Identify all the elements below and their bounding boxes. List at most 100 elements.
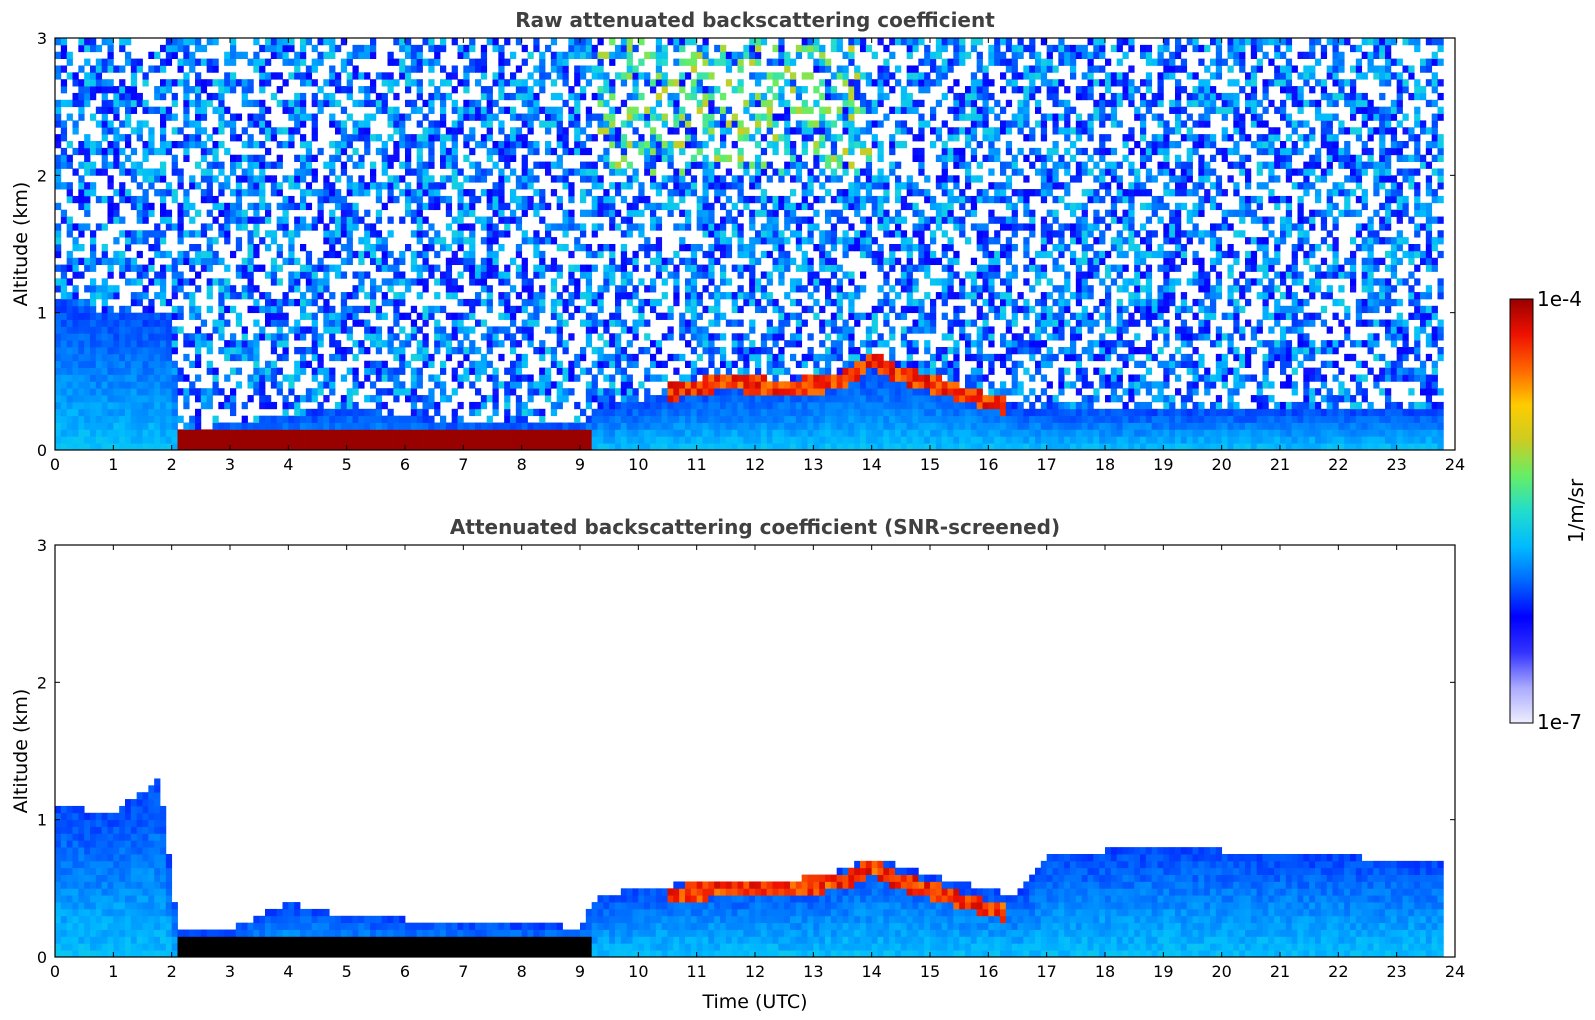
heatmap-cell [72, 223, 79, 231]
heatmap-cell [615, 415, 622, 423]
heatmap-cell [743, 422, 750, 430]
heatmap-cell [119, 264, 126, 272]
heatmap-cell [760, 92, 768, 101]
heatmap-cell [585, 65, 593, 73]
heatmap-cell [95, 326, 103, 334]
heatmap-cell [842, 401, 849, 410]
heatmap-cell [825, 250, 832, 259]
heatmap-cell [253, 216, 260, 224]
heatmap-cell [329, 195, 336, 204]
heatmap-cell [830, 72, 838, 80]
heatmap-cell [568, 360, 575, 368]
heatmap-cell [305, 189, 313, 197]
heatmap-cell [795, 44, 803, 53]
heatmap-cell [323, 429, 330, 437]
heatmap-cell [130, 326, 138, 334]
heatmap-cell [154, 353, 161, 362]
heatmap-cell [556, 443, 563, 450]
heatmap-cell [708, 168, 715, 176]
heatmap-cell [580, 271, 587, 279]
heatmap-cell [305, 79, 313, 87]
heatmap-cell [521, 326, 528, 334]
heatmap-cell [615, 436, 622, 444]
heatmap-cell [638, 147, 645, 156]
heatmap-cell [148, 182, 155, 190]
heatmap-cell [218, 429, 225, 437]
heatmap-cell [323, 237, 330, 245]
heatmap-cell [183, 401, 190, 410]
heatmap-cell [451, 319, 458, 327]
heatmap-cell [72, 319, 79, 327]
heatmap-cell [241, 401, 248, 410]
heatmap-cell [416, 292, 423, 300]
heatmap-cell [160, 65, 167, 73]
heatmap-cell [556, 312, 563, 320]
heatmap-cell [562, 175, 569, 183]
heatmap-cell [300, 298, 307, 307]
heatmap-cell [212, 374, 219, 382]
heatmap-cell [90, 285, 97, 293]
heatmap-cell [323, 223, 330, 231]
heatmap-cell [486, 326, 493, 334]
heatmap-cell [790, 216, 797, 224]
heatmap-cell [550, 257, 558, 265]
heatmap-cell [480, 401, 488, 410]
heatmap-cell [340, 415, 348, 423]
heatmap-cell [527, 298, 534, 307]
heatmap-cell [772, 223, 779, 231]
heatmap-cell [340, 408, 348, 417]
heatmap-cell [772, 120, 779, 128]
heatmap-cell [183, 92, 190, 101]
heatmap-cell [755, 388, 762, 396]
heatmap-cell [825, 86, 832, 94]
heatmap-cell [836, 381, 843, 389]
heatmap-cell [78, 106, 85, 114]
heatmap-cell [667, 333, 674, 341]
heatmap-cell [626, 360, 633, 368]
heatmap-cell [661, 374, 668, 382]
heatmap-cell [253, 175, 260, 183]
heatmap-cell [95, 44, 103, 53]
heatmap-cell [387, 182, 394, 190]
heatmap-cell [784, 429, 791, 437]
heatmap-cell [72, 312, 79, 320]
heatmap-cell [580, 353, 587, 362]
heatmap-cell [125, 106, 132, 114]
heatmap-cell [702, 443, 709, 450]
heatmap-cell [55, 168, 62, 176]
heatmap-cell [160, 134, 167, 142]
heatmap-cell [480, 422, 488, 430]
heatmap-cell [434, 237, 441, 245]
heatmap-cell [830, 209, 838, 217]
heatmap-cell [416, 195, 423, 204]
heatmap-cell [189, 340, 196, 348]
heatmap-cell [247, 443, 254, 450]
heatmap-cell [480, 237, 488, 245]
heatmap-cell [813, 436, 820, 444]
heatmap-cell [469, 443, 476, 450]
heatmap-cell [428, 58, 435, 66]
heatmap-cell [399, 120, 406, 128]
heatmap-cell [597, 319, 604, 327]
heatmap-cell [253, 65, 260, 73]
heatmap-cell [235, 271, 243, 279]
heatmap-cell [766, 443, 773, 450]
heatmap-cell [760, 292, 768, 300]
heatmap-cell [830, 264, 838, 272]
heatmap-cell [620, 443, 628, 450]
heatmap-cell [364, 72, 371, 80]
heatmap-cell [790, 408, 797, 417]
heatmap-cell [160, 44, 167, 53]
heatmap-cell [171, 51, 178, 59]
heatmap-cell [95, 86, 103, 94]
heatmap-cell [714, 189, 721, 197]
heatmap-cell [539, 216, 546, 224]
heatmap-cell [539, 237, 546, 245]
heatmap-cell [212, 443, 219, 450]
heatmap-cell [171, 168, 178, 176]
heatmap-cell [195, 99, 202, 108]
heatmap-cell [101, 257, 108, 265]
heatmap-cell [212, 106, 219, 114]
heatmap-cell [685, 319, 692, 327]
heatmap-cell [498, 209, 505, 217]
